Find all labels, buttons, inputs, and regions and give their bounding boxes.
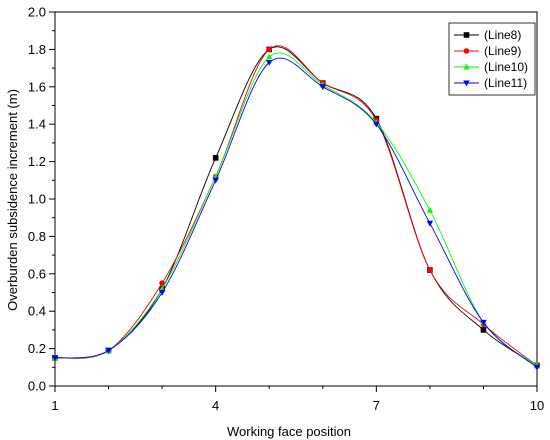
- legend-label: (Line10): [484, 60, 528, 74]
- x-tick-label: 4: [212, 398, 219, 413]
- x-tick-label: 7: [373, 398, 380, 413]
- x-axis-title: Working face position: [227, 424, 351, 439]
- series-3: [51, 52, 541, 368]
- data-point: [266, 59, 273, 66]
- data-point: [533, 364, 541, 371]
- data-point: [427, 267, 433, 273]
- data-point: [158, 289, 166, 296]
- data-point: [426, 206, 434, 213]
- legend-item: (Line10): [454, 60, 528, 74]
- data-point: [51, 355, 59, 362]
- y-tick-label: 0.4: [28, 304, 46, 319]
- legend-swatch-marker: [463, 48, 470, 54]
- data-point: [266, 53, 273, 60]
- legend-label: (Line9): [484, 44, 521, 58]
- legend-item: (Line8): [454, 28, 521, 42]
- data-point: [373, 121, 380, 128]
- legend-label: (Line8): [484, 28, 521, 42]
- data-point: [266, 46, 273, 53]
- series-4: [51, 57, 541, 371]
- data-point: [212, 177, 219, 184]
- legend-item: (Line9): [454, 44, 521, 58]
- y-tick-label: 2.0: [28, 5, 46, 20]
- y-axis-title: Overburden subsidence increment (m): [5, 89, 20, 311]
- legend-swatch-marker: [463, 63, 470, 70]
- data-point: [480, 319, 487, 326]
- series-line: [54, 45, 538, 366]
- y-tick-label: 0.0: [28, 379, 46, 394]
- x-tick-label: 10: [530, 398, 544, 413]
- data-point: [159, 280, 165, 286]
- series-line: [54, 52, 538, 366]
- y-tick-label: 1.8: [28, 42, 46, 57]
- y-tick-label: 0.2: [28, 341, 46, 356]
- data-point: [426, 220, 434, 227]
- series-line: [54, 57, 538, 368]
- x-axis: 1 4 7 10: [51, 386, 544, 413]
- legend-item: (Line11): [454, 76, 527, 90]
- y-tick-label: 1.4: [28, 117, 46, 132]
- legend-label: (Line11): [484, 76, 527, 90]
- series-layer: [51, 45, 541, 371]
- legend: (Line8) (Line9) (Line10) (Line11): [448, 22, 536, 96]
- legend-swatch-marker: [463, 80, 470, 87]
- data-point: [105, 347, 112, 354]
- data-point: [480, 327, 487, 333]
- x-tick-label: 1: [51, 398, 58, 413]
- y-tick-label: 0.6: [28, 266, 46, 281]
- y-tick-label: 1.0: [28, 192, 46, 207]
- y-tick-label: 1.2: [28, 154, 46, 169]
- legend-swatch-marker: [463, 32, 470, 38]
- data-point: [319, 84, 326, 91]
- y-tick-label: 1.6: [28, 79, 46, 94]
- data-point: [212, 155, 219, 161]
- y-tick-label: 0.8: [28, 229, 46, 244]
- y-axis: 0.0 0.2 0.4 0.6 0.8 1.0 1.2 1.4 1.6 1.8 2.0: [28, 5, 55, 394]
- series-line: [54, 46, 538, 366]
